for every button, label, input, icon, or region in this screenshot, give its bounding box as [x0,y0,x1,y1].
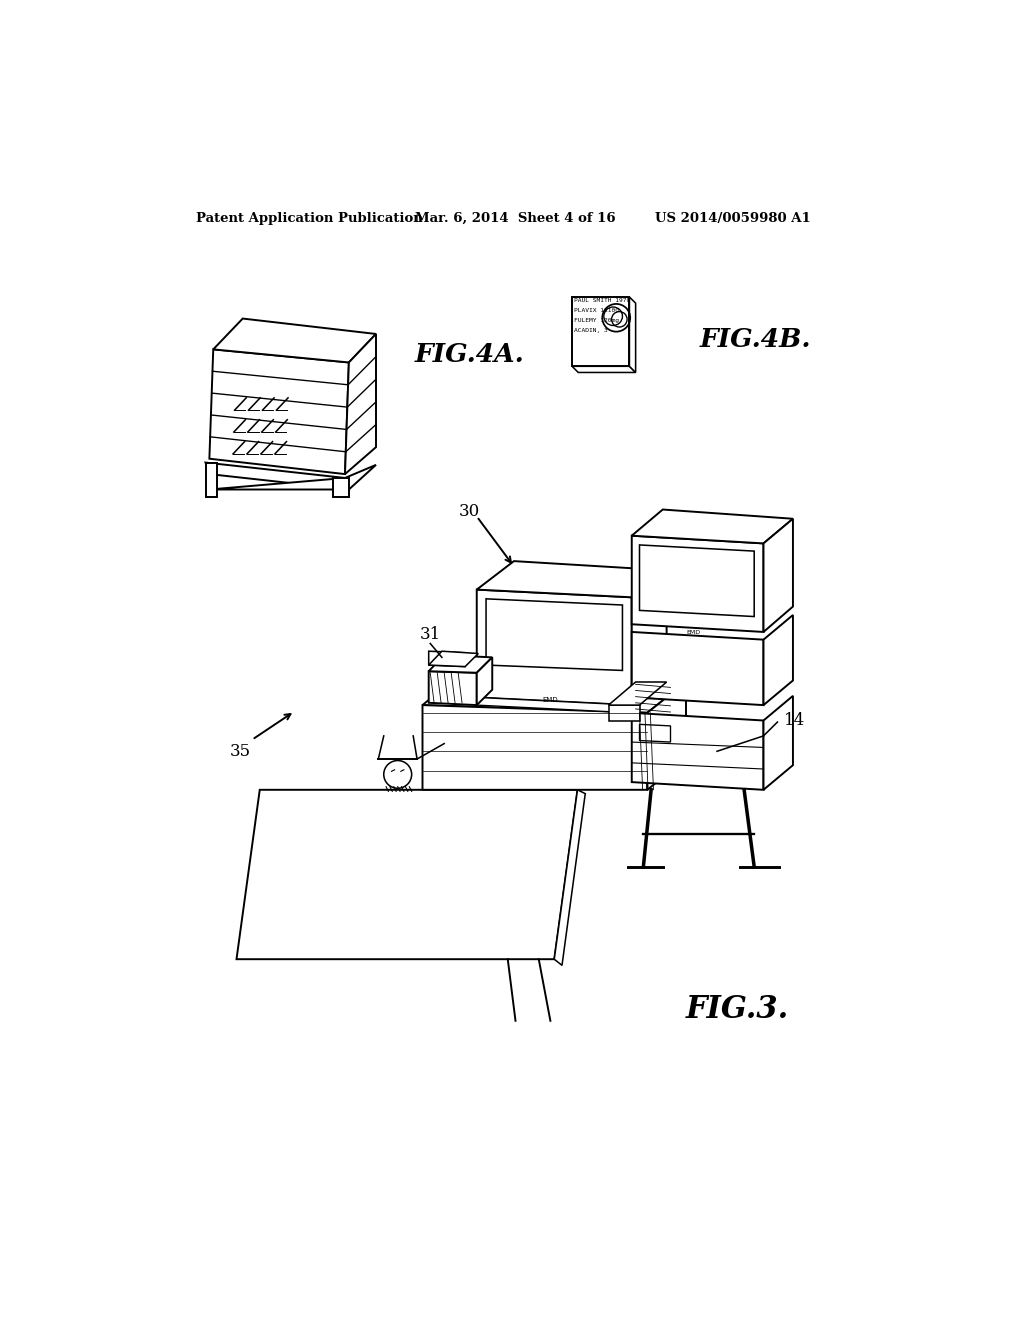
Polygon shape [632,632,764,705]
Polygon shape [209,465,376,490]
Polygon shape [640,725,671,742]
Text: 30: 30 [459,503,479,520]
Polygon shape [334,478,349,498]
Polygon shape [572,297,630,367]
Polygon shape [423,673,686,713]
Polygon shape [647,682,686,789]
Text: EMD: EMD [687,630,700,635]
Text: 14: 14 [783,711,805,729]
Polygon shape [213,318,376,363]
Polygon shape [429,651,465,667]
Text: PLAVIX 11100: PLAVIX 11100 [574,308,620,313]
Polygon shape [477,590,632,705]
Polygon shape [423,705,647,789]
Text: PAUL SMITH 1970: PAUL SMITH 1970 [574,298,631,304]
Text: 31: 31 [420,626,441,643]
Polygon shape [608,705,640,721]
Text: Mar. 6, 2014  Sheet 4 of 16: Mar. 6, 2014 Sheet 4 of 16 [415,213,615,224]
Text: FULEMY 120mg: FULEMY 120mg [574,318,620,323]
Polygon shape [477,657,493,705]
Polygon shape [209,350,349,474]
Text: FIG.4B.: FIG.4B. [700,327,811,352]
Polygon shape [764,519,793,632]
Text: 35: 35 [229,743,251,760]
Polygon shape [206,462,349,490]
Polygon shape [632,536,764,632]
Polygon shape [477,697,632,713]
Polygon shape [632,713,764,789]
Polygon shape [632,570,667,705]
Polygon shape [486,599,623,671]
Polygon shape [477,561,667,598]
Polygon shape [554,789,586,965]
Polygon shape [429,655,493,673]
Polygon shape [630,297,636,372]
Polygon shape [632,510,793,544]
Polygon shape [608,682,667,705]
Polygon shape [429,671,477,705]
Text: FIG.4A.: FIG.4A. [415,342,524,367]
Text: EMD: EMD [543,697,558,704]
Text: ACADIN, 3: ACADIN, 3 [574,329,608,333]
Polygon shape [764,696,793,789]
Polygon shape [640,545,755,616]
Text: FIG.3.: FIG.3. [686,994,790,1024]
Text: Patent Application Publication: Patent Application Publication [197,213,423,224]
Polygon shape [764,615,793,705]
Polygon shape [429,651,478,667]
Polygon shape [345,334,376,474]
Polygon shape [237,789,578,960]
Polygon shape [572,367,636,372]
Polygon shape [206,462,217,498]
Text: US 2014/0059980 A1: US 2014/0059980 A1 [655,213,811,224]
